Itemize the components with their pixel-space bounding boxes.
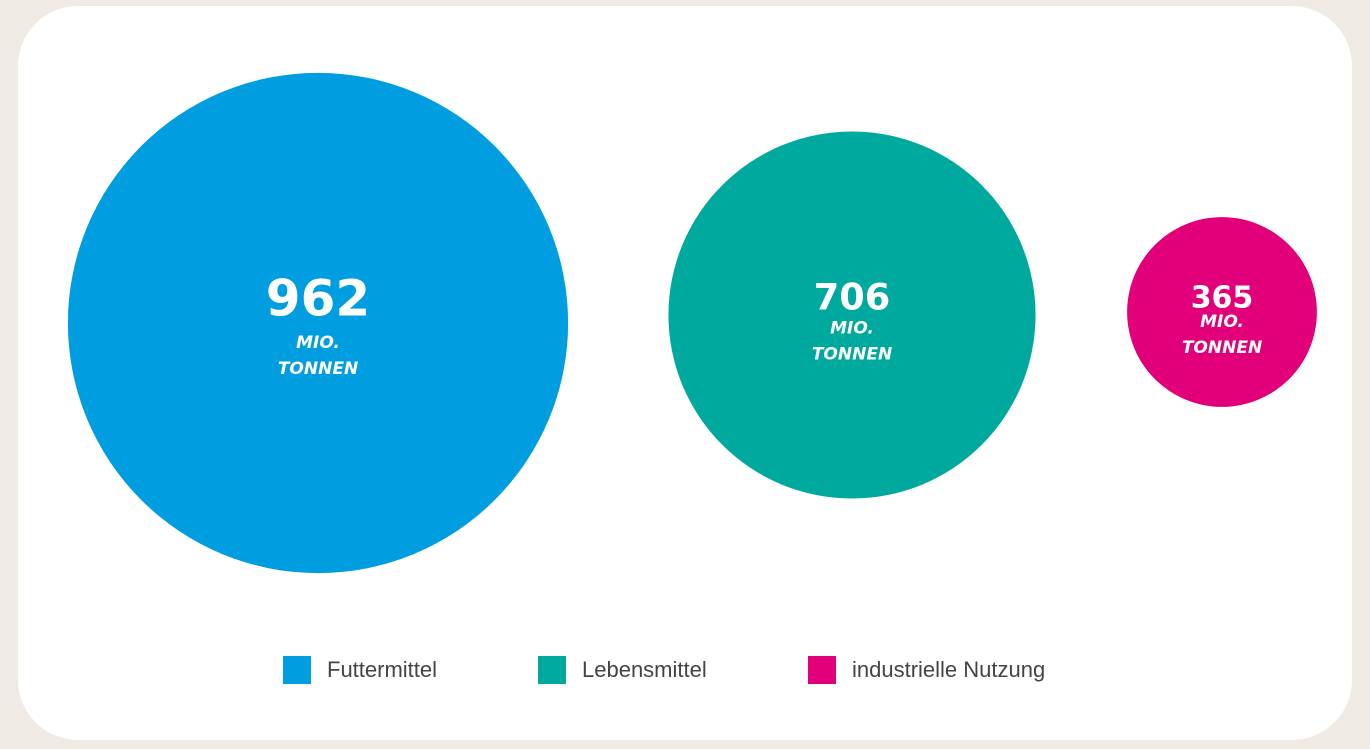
bubble [668,131,1036,499]
unit-label: MIO. [830,318,874,338]
legend-swatch [538,656,566,684]
legend-label: Lebensmittel [582,657,707,682]
value-label: 365 [1191,281,1254,316]
unit-label: TONNEN [1182,338,1262,358]
legend-swatch [808,656,836,684]
unit-label: MIO. [1200,312,1244,332]
legend-swatch [283,656,311,684]
value-label: 962 [266,269,370,327]
legend-label: Futtermittel [327,657,437,682]
value-label: 706 [814,275,891,318]
legend-label: industrielle Nutzung [852,657,1045,682]
bubble [67,72,569,574]
unit-label: MIO. [296,333,340,353]
bubble [1127,217,1317,407]
unit-label: TONNEN [812,344,892,364]
unit-label: TONNEN [278,359,358,379]
